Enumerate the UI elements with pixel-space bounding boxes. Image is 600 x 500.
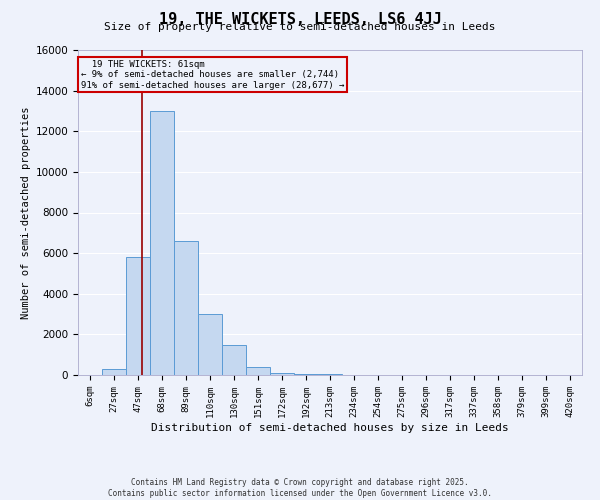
Bar bbox=[270, 373, 294, 375]
Y-axis label: Number of semi-detached properties: Number of semi-detached properties bbox=[22, 106, 31, 319]
Text: 19, THE WICKETS, LEEDS, LS6 4JJ: 19, THE WICKETS, LEEDS, LS6 4JJ bbox=[158, 12, 442, 28]
Bar bbox=[150, 111, 174, 375]
Bar bbox=[102, 369, 126, 375]
Text: Size of property relative to semi-detached houses in Leeds: Size of property relative to semi-detach… bbox=[104, 22, 496, 32]
Bar bbox=[294, 374, 318, 375]
Bar bbox=[246, 367, 270, 375]
Text: 19 THE WICKETS: 61sqm
← 9% of semi-detached houses are smaller (2,744)
91% of se: 19 THE WICKETS: 61sqm ← 9% of semi-detac… bbox=[80, 60, 344, 90]
Bar bbox=[318, 374, 342, 375]
Bar bbox=[174, 241, 198, 375]
Text: Contains HM Land Registry data © Crown copyright and database right 2025.
Contai: Contains HM Land Registry data © Crown c… bbox=[108, 478, 492, 498]
Bar bbox=[222, 344, 246, 375]
Bar bbox=[198, 314, 222, 375]
X-axis label: Distribution of semi-detached houses by size in Leeds: Distribution of semi-detached houses by … bbox=[151, 422, 509, 432]
Bar bbox=[126, 257, 150, 375]
